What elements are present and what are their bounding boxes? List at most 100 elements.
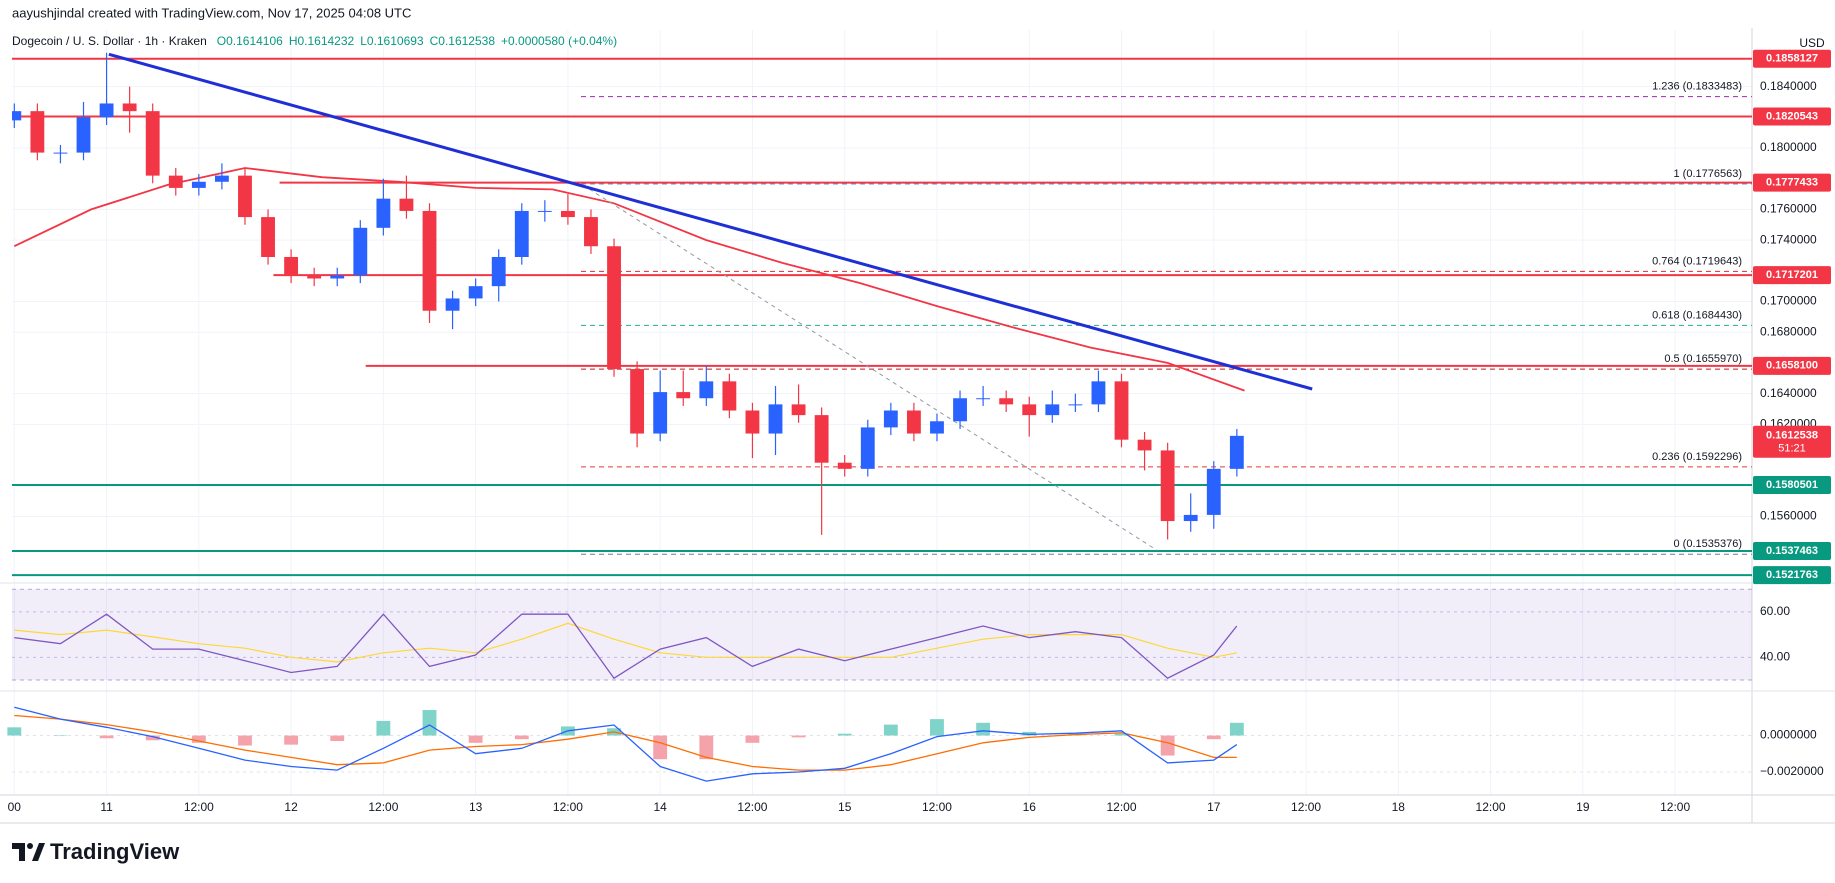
candle-body (1206, 468, 1221, 515)
macd-histogram-bar (330, 735, 345, 741)
level-badge (1753, 356, 1831, 375)
macd-tick-label: 0.0000000 (1760, 728, 1817, 742)
y-tick-label: 0.1760000 (1760, 202, 1817, 216)
macd-histogram-bar (745, 735, 760, 743)
level-badge-label: 0.1717201 (1766, 269, 1818, 281)
candle-body (883, 410, 898, 428)
x-tick-label: 12:00 (1106, 800, 1136, 814)
macd-histogram-bar (238, 735, 252, 746)
x-tick-label: 12:00 (1291, 800, 1321, 814)
y-tick-label: 0.1560000 (1760, 509, 1817, 523)
macd-histogram-bar (837, 733, 852, 736)
macd-histogram-bar (53, 735, 68, 737)
x-tick-label: 13 (469, 800, 483, 814)
projection-line (582, 184, 1158, 551)
candle-body (491, 256, 506, 287)
macd-histogram-bar (422, 710, 437, 736)
fib-label: 0.236 (0.1592296) (1652, 451, 1742, 463)
y-tick-label: 0.1800000 (1760, 140, 1817, 154)
candle-body (1045, 404, 1060, 416)
candle-body (745, 410, 760, 434)
macd-histogram-bar (699, 735, 714, 760)
last-price-countdown: 51:21 (1778, 443, 1806, 455)
rsi-line (14, 613, 1238, 680)
y-tick-label: 0.1700000 (1760, 294, 1817, 308)
x-tick-label: 12:00 (922, 800, 952, 814)
rsi-tick-label: 40.00 (1760, 649, 1790, 663)
ohlc-label: H0.1614232 (289, 34, 355, 48)
candle-body (1068, 404, 1083, 406)
fib-label: 0 (0.1535376) (1674, 538, 1743, 550)
x-tick-label: 12:00 (1476, 800, 1506, 814)
macd-histogram-bar (284, 735, 299, 745)
logo-icon (12, 843, 45, 861)
ohlc-label: C0.1612538 (430, 34, 496, 48)
candle-body (722, 381, 737, 411)
macd-histogram-bar (976, 722, 991, 736)
moving-average (13, 167, 1245, 392)
level-badge (1753, 542, 1831, 561)
x-tick-label: 00 (8, 800, 22, 814)
currency: USD (1799, 36, 1825, 50)
level-badge (1753, 49, 1831, 68)
candle-body (145, 111, 160, 176)
candle-body (976, 398, 991, 400)
macd-histogram-bar (653, 735, 668, 760)
candle-body (1091, 381, 1106, 405)
macd-histogram-bar (791, 735, 806, 738)
y-tick-label: 0.1640000 (1760, 386, 1817, 400)
candle-body (699, 381, 714, 399)
ohlc-label: O0.1614106 (217, 34, 283, 48)
level-badge-label: 0.1858127 (1766, 53, 1818, 65)
candle-body (307, 275, 322, 279)
fib-label: 1 (0.1776563) (1674, 168, 1743, 180)
rsi-tick-label: 60.00 (1760, 604, 1790, 618)
x-tick-label: 12 (284, 800, 298, 814)
candle-body (191, 181, 206, 188)
last-price-label: 0.1612538 (1766, 430, 1818, 442)
y-tick-label: 0.1840000 (1760, 79, 1817, 93)
candle-body (12, 111, 22, 121)
ohlc-label: +0.0000580 (+0.04%) (501, 34, 617, 48)
candle-body (560, 210, 575, 218)
y-tick-label: 0.1680000 (1760, 324, 1817, 338)
candle-body (930, 421, 944, 434)
fib-label: 0.764 (0.1719643) (1652, 255, 1742, 267)
candle-body (860, 427, 875, 469)
level-badge (1753, 173, 1831, 192)
candle-body (814, 415, 829, 463)
level-badge (1753, 475, 1831, 494)
macd-histogram-bar (376, 720, 391, 736)
candle-body (1183, 514, 1198, 522)
candle-body (238, 175, 252, 218)
macd-histogram-bar (883, 724, 898, 736)
macd-histogram-bar (1160, 735, 1175, 756)
candle-body (607, 246, 621, 370)
macd-signal-line (14, 714, 1237, 771)
candle-body (584, 217, 598, 247)
candle-body (999, 398, 1014, 405)
trend-line (108, 52, 1313, 391)
candle-body (537, 210, 552, 212)
macd-line (14, 706, 1238, 782)
fib-label: 0.618 (0.1684430) (1652, 309, 1742, 321)
logo-text: TradingView (50, 839, 180, 864)
macd-histogram-bar (191, 735, 206, 743)
macd-histogram-bar (514, 735, 529, 740)
level-badge-label: 0.1521763 (1766, 569, 1818, 581)
candle-body (468, 286, 483, 299)
candle-body (376, 198, 391, 228)
candle-body (53, 152, 68, 154)
x-tick-label: 12:00 (368, 800, 398, 814)
macd-histogram-bar (7, 727, 22, 736)
candle-body (1229, 435, 1244, 469)
candle-body (399, 198, 414, 211)
last-price-badge (1753, 425, 1831, 458)
candle-body (1022, 404, 1037, 416)
macd-histogram-bar (1206, 735, 1221, 740)
level-badge (1753, 566, 1831, 585)
candle-body (1160, 450, 1175, 522)
